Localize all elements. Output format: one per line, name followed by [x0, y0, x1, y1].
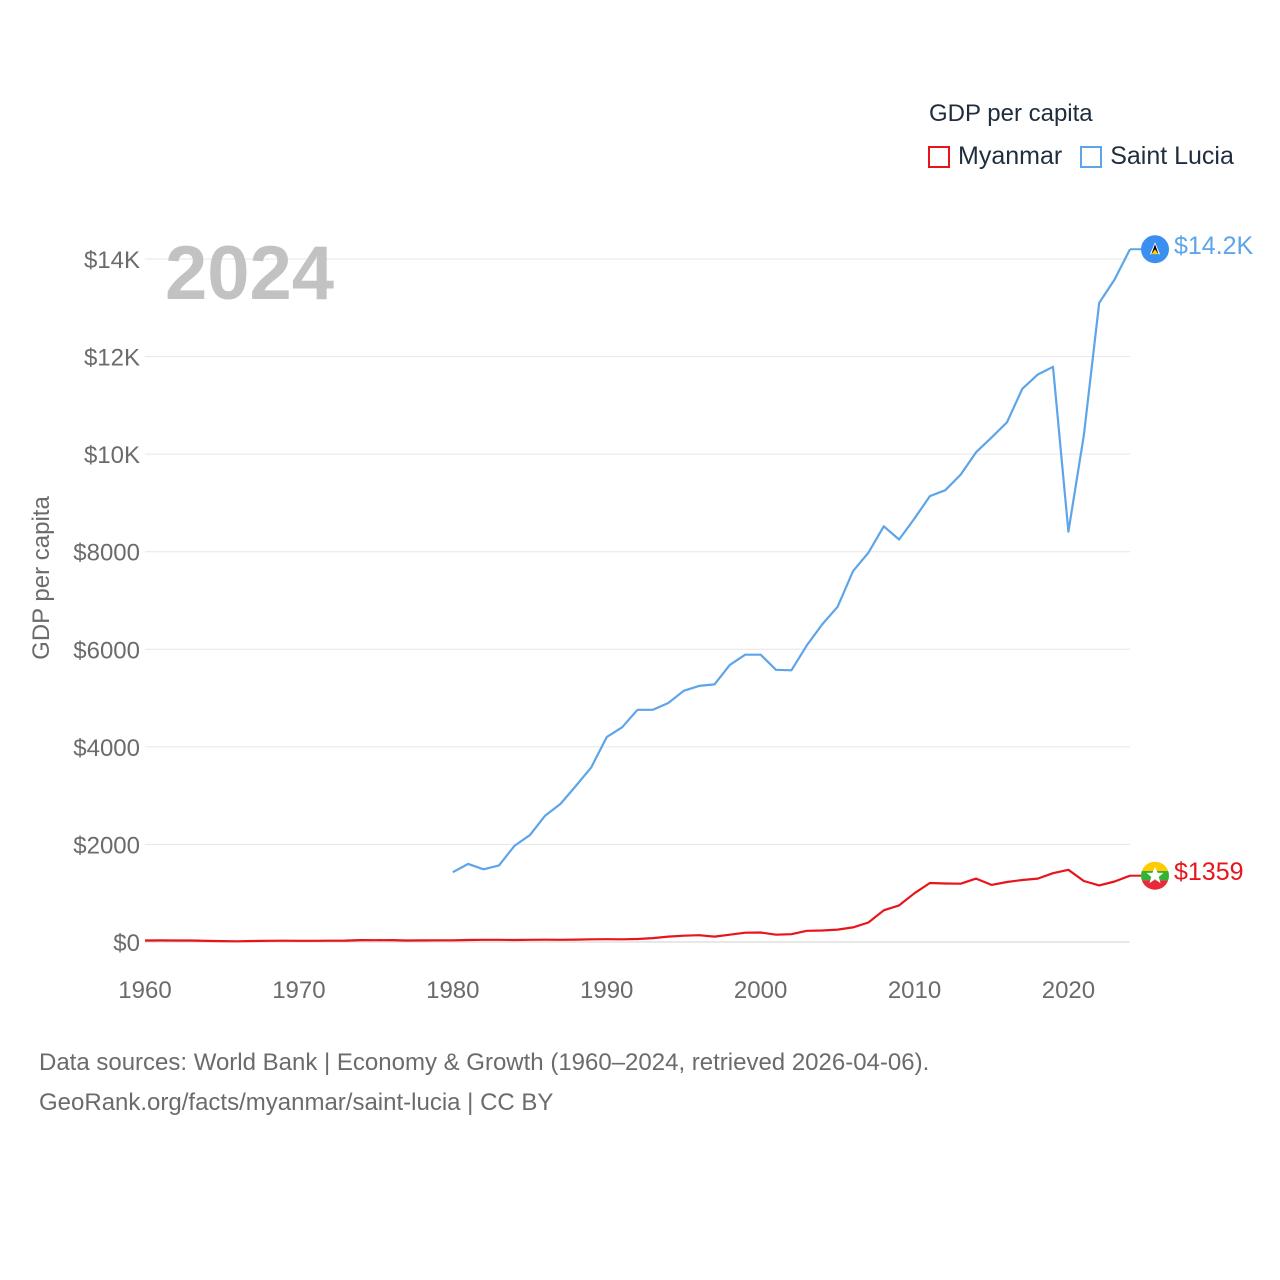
legend-label-myanmar: Myanmar — [958, 142, 1063, 170]
legend: Myanmar Saint Lucia — [928, 142, 1252, 171]
flag-triangle-yellow — [1151, 249, 1159, 255]
flag-star-icon — [1146, 866, 1164, 884]
y-tick-label: $2000 — [73, 832, 140, 859]
x-tick-label: 2000 — [734, 977, 787, 1004]
series-line-myanmar — [144, 868, 1131, 943]
legend-item-myanmar[interactable]: Myanmar — [928, 142, 1062, 171]
legend-label-saint-lucia: Saint Lucia — [1110, 142, 1234, 170]
year-overlay: 2024 — [165, 231, 335, 316]
legend-item-saint-lucia[interactable]: Saint Lucia — [1080, 142, 1234, 171]
myanmar-swatch-icon — [928, 145, 950, 168]
y-tick-label: $0 — [113, 930, 140, 957]
y-tick-label: $4000 — [73, 735, 140, 762]
x-tick-label: 1970 — [272, 977, 325, 1004]
y-tick-label: $10K — [84, 442, 140, 469]
saint-lucia-swatch-icon — [1080, 145, 1103, 168]
end-markers — [1130, 235, 1169, 890]
y-tick-label: $14K — [84, 247, 140, 274]
legend-title: GDP per capita — [929, 100, 1093, 127]
x-tick-label: 2020 — [1042, 977, 1095, 1004]
x-tick-label: 1990 — [580, 977, 633, 1004]
myanmar-end-label: $1359 — [1174, 858, 1244, 886]
y-tick-label: $12K — [84, 345, 140, 372]
source-line-2[interactable]: GeoRank.org/facts/myanmar/saint-lucia | … — [39, 1089, 554, 1116]
y-axis-ticks: $0 $2000 $4000 $6000 $8000 $10K $12K $14K — [73, 247, 140, 957]
myanmar-flag-icon — [1141, 861, 1169, 890]
y-tick-label: $6000 — [73, 637, 140, 664]
x-axis-ticks: 1960 1970 1980 1990 2000 2010 2020 — [118, 977, 1095, 1004]
x-tick-label: 1960 — [118, 977, 171, 1004]
x-tick-label: 1980 — [426, 977, 479, 1004]
y-tick-label: $8000 — [73, 540, 140, 567]
source-line-1: Data sources: World Bank | Economy & Gro… — [39, 1049, 930, 1076]
saint-lucia-end-label: $14.2K — [1174, 232, 1254, 260]
y-axis-label: GDP per capita — [28, 496, 55, 660]
series-line-saint-lucia — [452, 248, 1131, 874]
series-lines — [144, 248, 1131, 943]
flag-stripe-red — [1141, 880, 1169, 890]
data-source-note: Data sources: World Bank | Economy & Gro… — [39, 1043, 929, 1123]
gridlines — [145, 258, 1130, 943]
x-tick-label: 2010 — [888, 977, 941, 1004]
